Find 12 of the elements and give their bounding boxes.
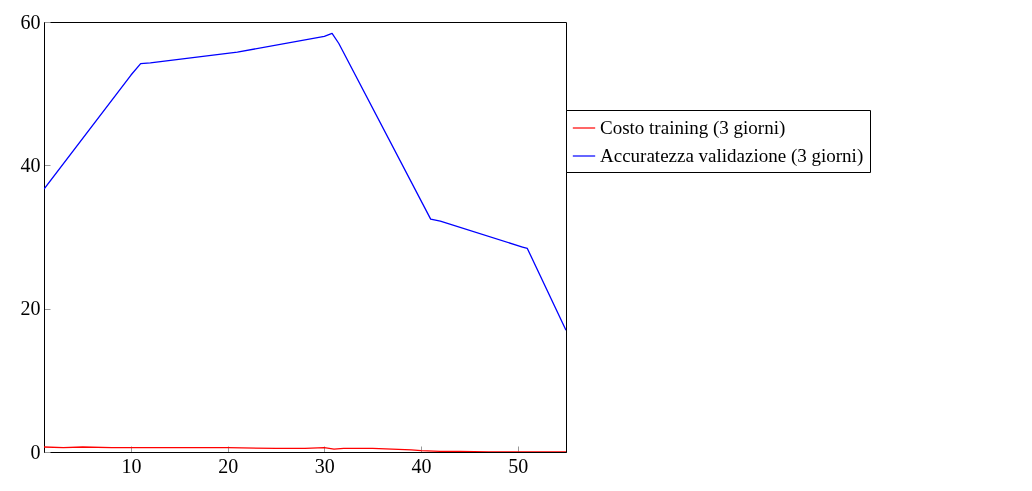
x-tick-label: 50 xyxy=(508,454,529,477)
y-tick-label: 0 xyxy=(30,440,41,463)
legend-label: Costo training (3 giorni) xyxy=(600,117,786,139)
x-tick-label: 10 xyxy=(121,454,142,477)
x-tick-label: 30 xyxy=(314,454,335,477)
line-series xyxy=(44,32,566,331)
x-tick-label: 40 xyxy=(411,454,432,477)
y-tick-label: 40 xyxy=(20,153,41,176)
y-tick-label: 20 xyxy=(20,297,41,320)
x-tick-label: 20 xyxy=(218,454,239,477)
y-tick-label: 60 xyxy=(20,10,41,33)
legend-label: Accuratezza validazione (3 giorni) xyxy=(600,145,864,167)
